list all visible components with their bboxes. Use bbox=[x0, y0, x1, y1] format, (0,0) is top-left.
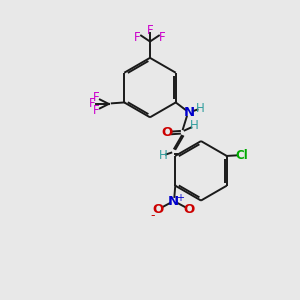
Text: H: H bbox=[196, 102, 205, 115]
Text: N: N bbox=[168, 195, 179, 208]
Text: H: H bbox=[190, 119, 199, 132]
Text: F: F bbox=[89, 98, 96, 110]
Text: O: O bbox=[184, 203, 195, 216]
Text: Cl: Cl bbox=[235, 149, 248, 162]
Text: F: F bbox=[93, 104, 100, 117]
Text: F: F bbox=[159, 31, 166, 44]
Text: -: - bbox=[151, 209, 155, 222]
Text: N: N bbox=[184, 106, 195, 119]
Text: F: F bbox=[93, 91, 100, 104]
Text: +: + bbox=[176, 193, 184, 202]
Text: F: F bbox=[147, 24, 153, 37]
Text: O: O bbox=[153, 203, 164, 216]
Text: H: H bbox=[159, 148, 167, 162]
Text: F: F bbox=[134, 31, 141, 44]
Text: O: O bbox=[162, 126, 173, 139]
